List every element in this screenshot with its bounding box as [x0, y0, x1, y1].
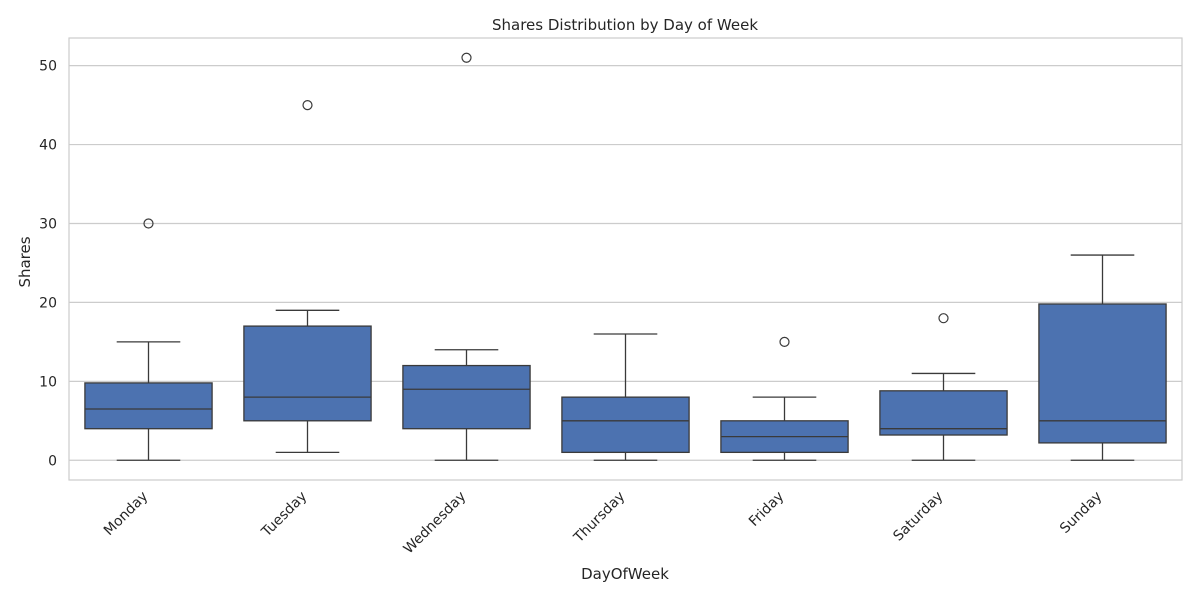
- iqr-box: [879, 390, 1008, 436]
- box-thursday: [561, 333, 690, 461]
- x-tick-label: Wednesday: [401, 489, 470, 558]
- outlier-point: [938, 313, 949, 324]
- iqr-box: [84, 382, 213, 430]
- box-friday: [720, 336, 849, 461]
- box-sunday: [1038, 254, 1167, 461]
- outlier-point: [143, 218, 154, 229]
- y-tick-label: 10: [39, 374, 57, 390]
- x-tick-label: Tuesday: [258, 489, 310, 541]
- outlier-point: [302, 99, 313, 111]
- iqr-box: [561, 396, 690, 454]
- x-tick-label: Thursday: [570, 489, 628, 547]
- iqr-box: [402, 364, 531, 430]
- x-tick-labels: Monday Tuesday Wednesday Thursday Friday Satu…: [101, 489, 1105, 558]
- x-tick-label: Monday: [101, 489, 151, 539]
- boxes-layer: [84, 52, 1167, 461]
- box-tuesday: [243, 99, 372, 454]
- y-tick-label: 40: [39, 138, 57, 154]
- y-tick-label: 20: [39, 295, 57, 311]
- y-tick-label: 50: [39, 59, 57, 75]
- x-tick-label: Friday: [746, 489, 787, 530]
- box-monday: [84, 218, 213, 461]
- plot-frame: [68, 37, 1183, 481]
- y-tick-label: 30: [39, 216, 57, 232]
- x-tick-label: Sunday: [1057, 489, 1105, 537]
- x-axis-label: DayOfWeek: [581, 565, 669, 583]
- box-saturday: [879, 313, 1008, 461]
- iqr-box: [1038, 303, 1167, 444]
- chart-title: Shares Distribution by Day of Week: [492, 16, 758, 34]
- y-axis-label: Shares: [16, 236, 34, 287]
- box-wednesday: [402, 52, 531, 461]
- y-tick-labels: 0 10 20 30 40 50: [39, 59, 57, 470]
- iqr-box: [243, 325, 372, 422]
- outlier-point: [779, 336, 790, 347]
- outlier-point: [461, 52, 472, 63]
- y-tick-label: 0: [48, 453, 57, 469]
- x-tick-label: Saturday: [890, 489, 946, 545]
